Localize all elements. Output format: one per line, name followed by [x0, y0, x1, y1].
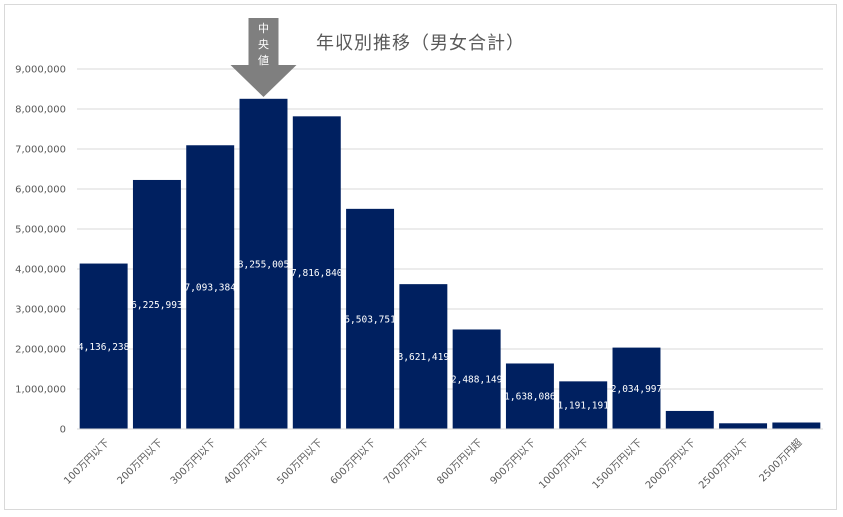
- y-tick-label: 5,000,000: [15, 225, 66, 236]
- data-label: 3,621,419: [398, 352, 450, 363]
- data-label: 4,136,238: [78, 342, 130, 353]
- y-tick-label: 3,000,000: [15, 305, 66, 316]
- median-label-char: 央: [258, 38, 269, 51]
- bar: [79, 263, 128, 429]
- bar: [399, 284, 448, 429]
- data-label: 1,191,191: [557, 401, 609, 412]
- median-arrow-icon: [230, 18, 297, 97]
- x-tick-label: 1000万円以下: [537, 437, 591, 491]
- bar: [505, 363, 554, 429]
- y-tick-label: 0: [60, 425, 66, 436]
- bar: [559, 381, 608, 429]
- y-tick-label: 1,000,000: [15, 385, 66, 396]
- bar: [452, 329, 501, 429]
- x-tick-label: 1500万円以下: [591, 437, 645, 491]
- data-label: 162,326: [776, 411, 816, 422]
- x-tick-label: 400万円以下: [222, 437, 272, 487]
- data-label: 451,211: [670, 399, 710, 410]
- data-label: 5,503,751: [344, 314, 396, 325]
- data-label: 6,225,993: [131, 300, 182, 311]
- median-label-char: 中: [258, 22, 269, 35]
- y-tick-label: 7,000,000: [15, 145, 66, 156]
- x-tick-label: 200万円以下: [115, 437, 165, 487]
- y-tick-label: 9,000,000: [15, 65, 66, 76]
- x-tick-label: 700万円以下: [382, 437, 432, 487]
- data-label: 7,816,840: [291, 268, 343, 279]
- bar: [239, 98, 288, 429]
- x-tick-label: 2000万円以下: [644, 437, 698, 491]
- x-tick-label: 2500万円以下: [697, 437, 751, 491]
- bar: [772, 422, 821, 429]
- x-tick-label: 600万円以下: [329, 437, 379, 487]
- data-label: 1,638,086: [504, 392, 556, 403]
- x-tick-label: 300万円以下: [169, 437, 219, 487]
- data-label: 2,488,149: [451, 375, 503, 386]
- y-tick-label: 4,000,000: [15, 265, 66, 276]
- bar: [612, 347, 661, 429]
- y-tick-label: 6,000,000: [15, 185, 66, 196]
- data-label: 142,795: [723, 411, 763, 422]
- y-tick-label: 2,000,000: [15, 345, 66, 356]
- bar: [665, 410, 714, 429]
- y-tick-label: 8,000,000: [15, 105, 66, 116]
- bar: [719, 423, 768, 429]
- bar: [186, 145, 235, 429]
- data-label: 7,093,384: [184, 283, 236, 294]
- median-label-char: 値: [258, 54, 269, 67]
- x-tick-label: 800万円以下: [435, 437, 485, 487]
- data-label: 8,255,005: [238, 259, 289, 270]
- chart-title: 年収別推移（男女合計）: [316, 33, 525, 54]
- x-tick-label: 100万円以下: [62, 437, 112, 487]
- x-tick-label: 900万円以下: [488, 437, 538, 487]
- bar: [132, 179, 181, 429]
- bar: [292, 116, 341, 429]
- x-tick-label: 2500万円超: [756, 436, 804, 484]
- data-label: 2,034,997: [611, 384, 662, 395]
- bar: [346, 208, 395, 429]
- x-tick-label: 500万円以下: [275, 437, 325, 487]
